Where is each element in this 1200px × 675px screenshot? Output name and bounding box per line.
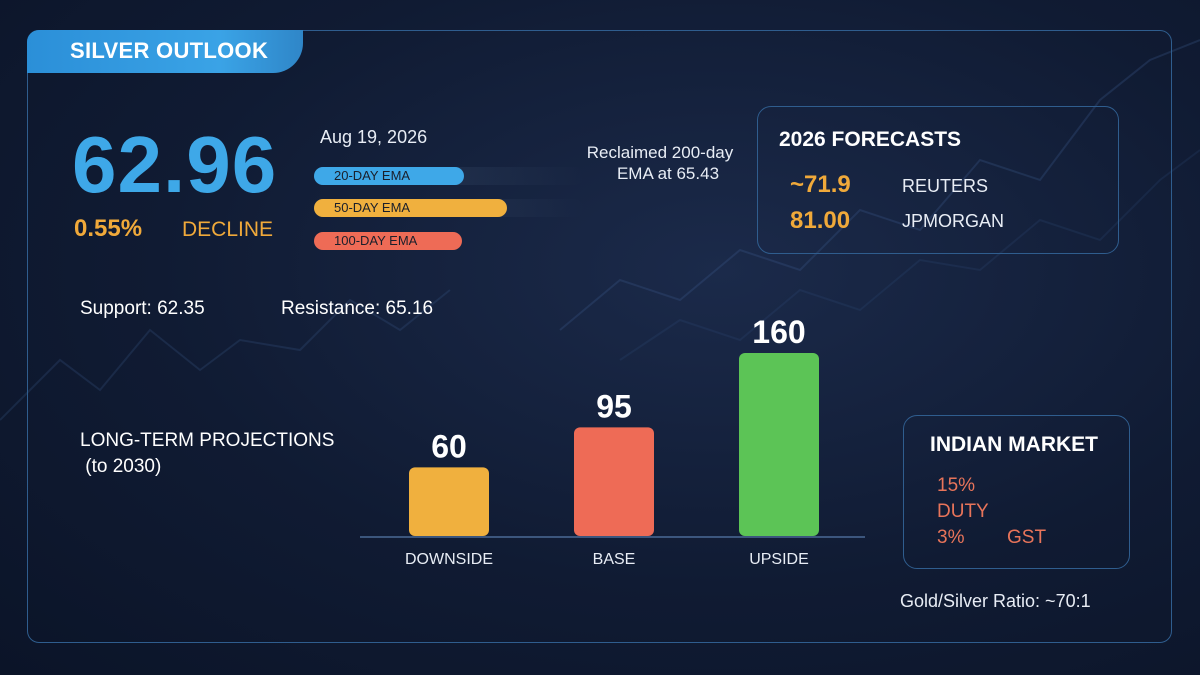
bar-value-label-downside: 60	[431, 428, 467, 464]
forecast-source-jpmorgan: JPMORGAN	[902, 211, 1005, 231]
duty-label: DUTY	[937, 501, 989, 522]
indian-market-box	[903, 415, 1130, 569]
change-percent: 0.55%	[74, 215, 143, 242]
projections-title-line2: (to 2030)	[80, 456, 162, 477]
bar-base	[574, 427, 654, 536]
price-value: 62.96	[72, 120, 278, 209]
forecast-value-reuters: ~71.9	[790, 171, 851, 198]
category-label-downside: DOWNSIDE	[405, 551, 493, 568]
forecast-source-reuters: REUTERS	[902, 176, 989, 196]
bar-value-label-upside: 160	[752, 314, 805, 350]
change-label: DECLINE	[182, 218, 274, 241]
bar-value-label-base: 95	[596, 388, 632, 424]
ema-note-line1: Reclaimed 200-day	[586, 143, 734, 162]
forecast-value-jpmorgan: 81.00	[790, 207, 851, 234]
forecasts-box	[757, 106, 1119, 254]
ema-50-pill: 50-DAY EMA	[314, 199, 507, 217]
indian-market-title: INDIAN MARKET	[930, 433, 1098, 456]
category-label-base: BASE	[593, 551, 636, 568]
projections-title-line1: LONG-TERM PROJECTIONS	[80, 430, 335, 451]
page-title: SILVER OUTLOOK	[70, 38, 269, 63]
support-level: Support: 62.35	[80, 298, 205, 319]
gst-percent: 3%	[937, 527, 965, 548]
bar-downside	[409, 467, 489, 536]
category-label-upside: UPSIDE	[749, 551, 809, 568]
duty-percent: 15%	[937, 475, 976, 496]
ema-note-line2: EMA at 65.43	[616, 164, 720, 183]
main-frame	[27, 30, 1172, 643]
forecasts-title: 2026 FORECASTS	[779, 128, 962, 151]
gold-silver-ratio: Gold/Silver Ratio: ~70:1	[900, 591, 1091, 611]
ema-note: Reclaimed 200-day EMA at 65.43	[560, 142, 760, 184]
price-date: Aug 19, 2026	[320, 127, 428, 147]
ema-100-pill: 100-DAY EMA	[314, 232, 462, 250]
projections-title: LONG-TERM PROJECTIONS (to 2030)	[80, 428, 334, 480]
resistance-level: Resistance: 65.16	[281, 298, 434, 319]
gst-label: GST	[1007, 527, 1047, 548]
ema-20-pill: 20-DAY EMA	[314, 167, 464, 185]
header-tab	[27, 30, 303, 73]
projections-bar-chart: 60 DOWNSIDE 95 BASE 160 UPSIDE	[360, 314, 865, 568]
bar-upside	[739, 353, 819, 536]
